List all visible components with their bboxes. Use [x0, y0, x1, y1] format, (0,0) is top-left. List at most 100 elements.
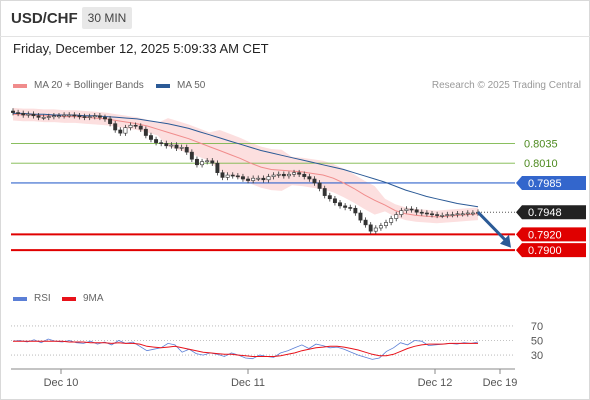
candle-body — [246, 178, 251, 181]
candle-body — [409, 208, 414, 211]
candle-body — [128, 124, 133, 128]
rsi-line — [12, 338, 479, 360]
candle-body — [179, 147, 184, 149]
forecast-arrow-head — [500, 234, 511, 248]
timeframe-button[interactable]: 30 MIN — [82, 7, 132, 29]
candle-body — [240, 176, 245, 180]
candle-body — [312, 178, 317, 184]
candle-body — [87, 116, 92, 118]
candle-body — [256, 177, 261, 180]
candle-body — [159, 142, 164, 144]
candle-body — [215, 162, 220, 173]
candle-body — [394, 214, 399, 219]
bollinger-band — [13, 107, 478, 224]
candle-body — [149, 135, 153, 140]
candle-body — [276, 173, 281, 176]
rsi-9ma-line — [13, 340, 478, 357]
candle-body — [72, 114, 77, 117]
candle-body — [368, 224, 373, 232]
candle-body — [143, 128, 148, 136]
candle-body — [297, 172, 302, 175]
legend-9ma: 9MA — [62, 293, 104, 304]
candle-body — [41, 117, 46, 119]
x-tick-label: Dec 11 — [231, 377, 265, 389]
candle-body — [82, 116, 87, 118]
candle-body — [46, 116, 51, 118]
legend-swatch — [13, 296, 27, 301]
candle-body — [103, 117, 107, 120]
candle-body — [404, 208, 409, 211]
candle-body — [440, 215, 445, 217]
chart-header: USD/CHF 30 MIN — [0, 0, 590, 37]
legend-swatch — [62, 296, 76, 301]
target-level-tag — [516, 227, 586, 242]
symbol-title: USD/CHF — [11, 10, 78, 27]
legend-ma50: MA 50 — [156, 80, 205, 91]
x-tick-label: Dec 19 — [483, 377, 518, 389]
candle-body — [77, 115, 82, 118]
candle-body — [414, 209, 419, 213]
candle-body — [169, 144, 174, 147]
rsi-tick-label: 50 — [531, 336, 543, 348]
candle-body — [194, 158, 199, 166]
candle-body — [133, 124, 138, 127]
candle-body — [307, 176, 312, 180]
candle-body — [11, 110, 15, 113]
candle-body — [460, 213, 465, 216]
candle-body — [430, 213, 434, 216]
pivot-level-label: 0.7985 — [528, 178, 562, 190]
candle-body — [384, 222, 388, 226]
candle-body — [266, 176, 271, 181]
rsi-tick-label: 30 — [531, 350, 543, 362]
candle-body — [348, 207, 353, 209]
candle-body — [31, 113, 36, 117]
ma50-line — [13, 112, 479, 208]
candle-body — [424, 212, 429, 215]
legend-label: RSI — [34, 293, 51, 304]
legend-swatch — [156, 83, 170, 88]
candle-body — [174, 144, 179, 149]
candle-body — [118, 129, 123, 134]
candle-body — [16, 112, 21, 114]
candle-body — [123, 127, 128, 134]
candle-body — [338, 202, 342, 207]
candle-body — [26, 113, 31, 116]
credit-text: Research © 2025 Trading Central — [431, 80, 581, 91]
legend-label: MA 50 — [177, 80, 206, 91]
candle-body — [108, 118, 113, 124]
candle-body — [220, 172, 225, 178]
candle-body — [251, 177, 256, 181]
candle-body — [373, 227, 378, 232]
candle-body — [138, 125, 143, 130]
candle-body — [225, 174, 230, 178]
rsi-tick-label: 70 — [531, 321, 543, 333]
candle-body — [450, 214, 455, 216]
candle-body — [353, 207, 358, 214]
x-tick-label: Dec 10 — [44, 377, 79, 389]
candle-body — [332, 198, 337, 204]
candle-body — [200, 161, 205, 166]
candle-body — [57, 115, 61, 118]
legend-ma20-bollinger: MA 20 + Bollinger Bands — [13, 80, 144, 91]
candle-body — [210, 160, 215, 164]
target-level-label: 0.7900 — [528, 245, 562, 257]
candle-body — [92, 115, 97, 118]
x-tick-label: Dec 12 — [418, 377, 453, 389]
candle-body — [435, 214, 440, 216]
candle-body — [51, 115, 56, 118]
last-level-label: 0.7948 — [528, 207, 562, 219]
target-level-label: 0.7920 — [528, 229, 562, 241]
candle-body — [281, 173, 286, 177]
legend-label: 9MA — [83, 293, 104, 304]
candle-body — [261, 177, 266, 181]
candle-body — [62, 114, 67, 117]
candle-body — [292, 172, 297, 175]
forecast-arrow — [476, 211, 509, 243]
candle-body — [36, 115, 41, 118]
candle-body — [399, 210, 404, 215]
candle-body — [378, 225, 383, 229]
candle-body — [389, 218, 394, 223]
last-level-tag — [516, 205, 586, 220]
candle-body — [322, 188, 327, 196]
